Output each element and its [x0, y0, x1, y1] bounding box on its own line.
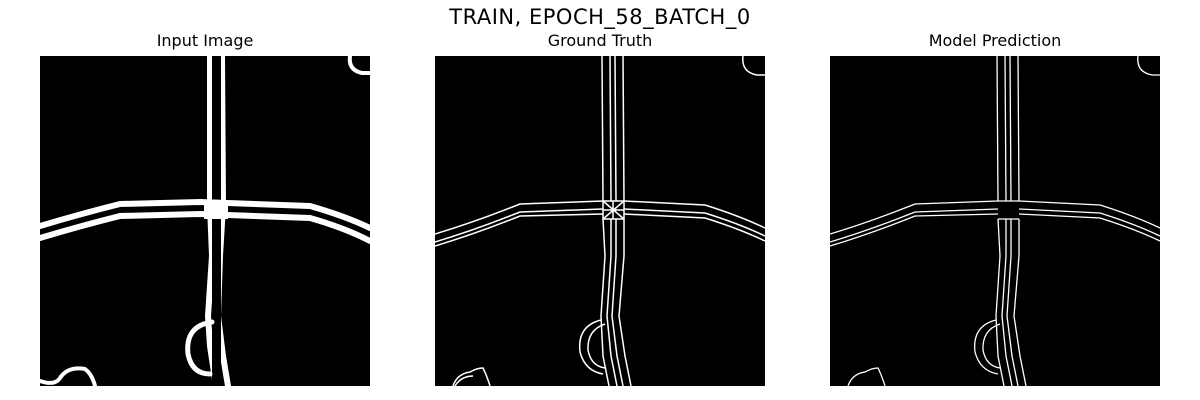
ground-truth-mask: [435, 56, 765, 386]
panel-title-model-prediction: Model Prediction: [928, 31, 1062, 50]
model-prediction-mask: [830, 56, 1160, 386]
model-prediction-outline: [830, 56, 1160, 386]
input-image-mask: [40, 56, 370, 386]
input-road-lines: [40, 56, 370, 386]
panel-title-input: Input Image: [156, 31, 254, 50]
panel-title-ground-truth: Ground Truth: [547, 31, 653, 50]
figure-title: TRAIN, EPOCH_58_BATCH_0: [449, 5, 751, 29]
ground-truth-outline: [435, 56, 765, 386]
